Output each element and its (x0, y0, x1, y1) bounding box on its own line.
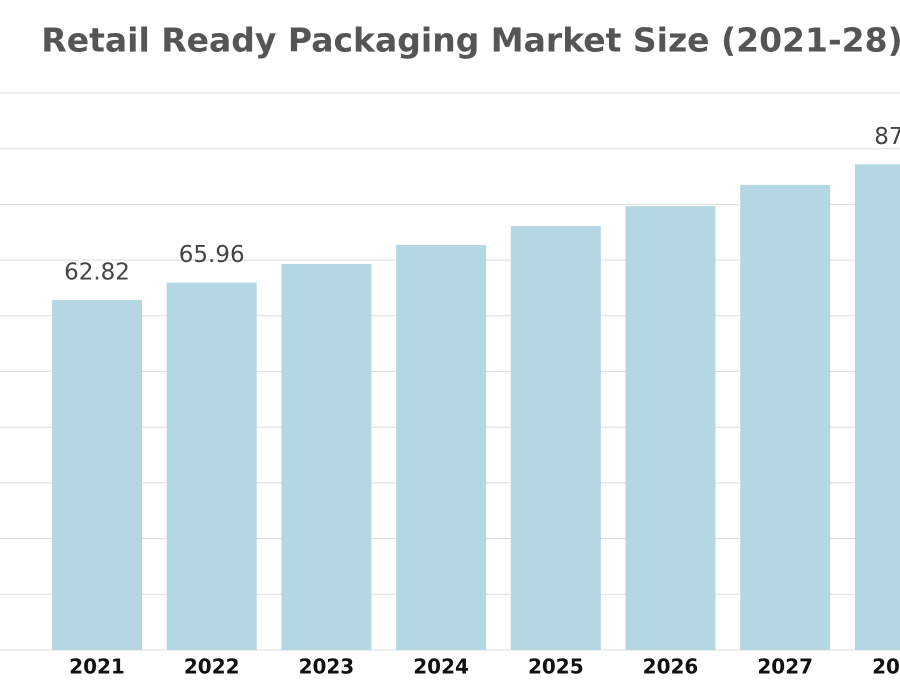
x-tick-label: 2023 (299, 655, 355, 679)
x-tick-label: 2021 (69, 655, 125, 679)
bar (396, 245, 487, 650)
value-label: 87.2 (874, 124, 900, 150)
bar (52, 300, 142, 650)
bar (281, 263, 372, 650)
x-tick-label: 2022 (184, 655, 240, 679)
bar (625, 206, 716, 651)
x-tick-label: 2026 (643, 655, 699, 679)
bar (166, 282, 257, 650)
value-label: 62.82 (64, 260, 130, 286)
x-tick-label: 2025 (528, 655, 584, 679)
value-label: 65.96 (179, 242, 245, 268)
bar (510, 226, 601, 651)
x-tick-label: 2027 (757, 655, 813, 679)
x-tick-label: 2028 (872, 655, 900, 679)
chart-title: Retail Ready Packaging Market Size (2021… (41, 21, 900, 60)
bar (740, 184, 831, 650)
bar (854, 164, 900, 650)
x-tick-label: 2024 (413, 655, 469, 679)
